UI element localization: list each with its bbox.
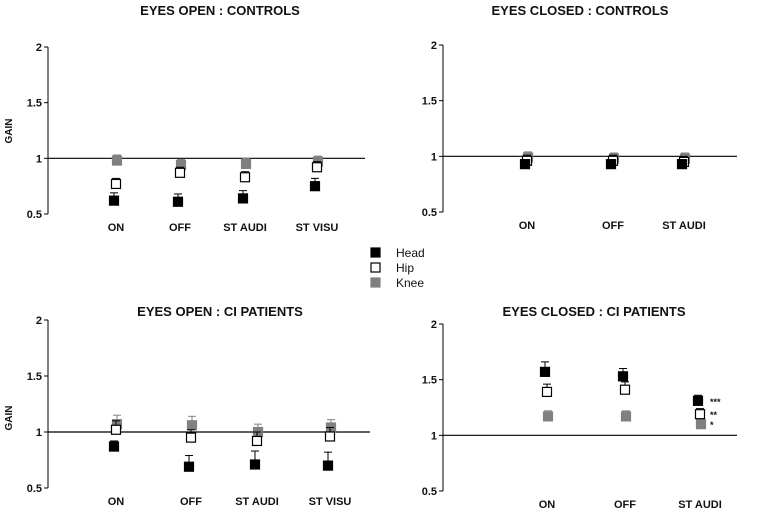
y-tick-label: 1.5	[422, 96, 437, 108]
data-point-head	[692, 395, 704, 406]
x-category-label: ON	[519, 220, 536, 232]
x-category-label: ST AUDI	[662, 220, 706, 232]
data-point-head	[108, 195, 120, 206]
data-point-head	[108, 441, 120, 452]
data-point-hip	[251, 435, 263, 447]
data-point-hip	[110, 178, 122, 190]
data-point-head	[322, 460, 334, 471]
y-tick-label: 1	[36, 427, 42, 439]
y-tick-label: 0.5	[27, 483, 42, 495]
data-point-head	[676, 159, 688, 170]
significance-label: **	[710, 410, 718, 420]
y-tick-label: 2	[36, 315, 42, 327]
data-point-head	[183, 461, 195, 472]
y-tick-label: 0.5	[422, 207, 437, 219]
data-point-hip	[174, 167, 186, 178]
y-tick-label: 2	[36, 42, 42, 54]
x-category-label: ST AUDI	[678, 499, 722, 511]
chart-panel-1: EYES OPEN : CONTROLS 2 1.5 1 0.5 GAIN ON OFF ST …	[4, 3, 365, 234]
data-point-hip	[324, 431, 336, 442]
data-point-knee	[240, 158, 252, 169]
data-point-head	[519, 159, 531, 170]
legend-label-head: Head	[396, 246, 425, 260]
y-axis-label: GAIN	[4, 406, 15, 431]
chart-panel-2: EYES CLOSED : CONTROLS 2 1.5 1 0.5 ON OFF ST AU…	[422, 3, 737, 232]
data-point-head	[605, 159, 617, 170]
legend-swatch-hip	[370, 262, 381, 273]
legend-swatch-head	[370, 247, 381, 258]
data-point-head	[539, 366, 551, 377]
data-point-hip	[110, 424, 122, 435]
data-point-hip	[541, 386, 553, 398]
data-point-hip	[185, 432, 197, 443]
y-tick-label: 1	[36, 153, 42, 165]
legend-label-knee: Knee	[396, 276, 424, 290]
data-point-hip	[239, 172, 251, 183]
data-point-head	[617, 371, 629, 382]
data-point-head	[172, 196, 184, 207]
data-point-hip	[694, 409, 706, 420]
x-category-label: ST VISU	[309, 496, 352, 508]
chart-panel-3: EYES OPEN : CI PATIENTS 2 1.5 1 0.5 GAIN ON OFF…	[4, 304, 370, 508]
legend-swatch-knee	[370, 277, 381, 288]
data-point-hip	[311, 162, 323, 173]
x-category-label: ST VISU	[296, 222, 339, 234]
x-category-label: ST AUDI	[235, 496, 279, 508]
y-tick-label: 1	[431, 430, 437, 442]
y-tick-label: 2	[431, 40, 437, 52]
data-point-knee	[620, 411, 632, 422]
chart-title: EYES OPEN : CONTROLS	[140, 3, 300, 18]
x-category-label: OFF	[614, 499, 636, 511]
y-tick-label: 1.5	[422, 375, 437, 387]
data-point-head	[237, 193, 249, 204]
chart-title: EYES CLOSED : CI PATIENTS	[503, 304, 686, 319]
y-tick-label: 0.5	[422, 486, 437, 498]
chart-panel-4: EYES CLOSED : CI PATIENTS 2 1.5 1 0.5 ON OFF ST…	[422, 304, 737, 511]
data-point-knee	[186, 420, 198, 431]
chart-title: EYES OPEN : CI PATIENTS	[137, 304, 303, 319]
y-tick-label: 1.5	[27, 371, 42, 383]
x-category-label: OFF	[169, 222, 191, 234]
legend-label-hip: Hip	[396, 261, 414, 275]
x-category-label: ST AUDI	[223, 222, 267, 234]
panels: EYES OPEN : CONTROLS 2 1.5 1 0.5 GAIN ON OFF ST …	[4, 3, 737, 511]
significance-label: *	[710, 420, 714, 430]
data-point-head	[249, 459, 261, 470]
y-tick-label: 1.5	[27, 98, 42, 110]
x-category-label: OFF	[180, 496, 202, 508]
x-category-label: ON	[539, 499, 556, 511]
data-point-knee	[542, 411, 554, 422]
data-point-hip	[619, 384, 631, 395]
y-axis-label: GAIN	[4, 119, 15, 144]
data-point-knee	[111, 155, 123, 166]
data-point-head	[309, 181, 321, 192]
x-category-label: ON	[108, 496, 125, 508]
x-category-label: OFF	[602, 220, 624, 232]
y-tick-label: 1	[431, 151, 437, 163]
y-tick-label: 2	[431, 319, 437, 331]
y-tick-label: 0.5	[27, 209, 42, 221]
chart-title: EYES CLOSED : CONTROLS	[492, 3, 669, 18]
significance-label: ***	[710, 397, 721, 407]
x-category-label: ON	[108, 222, 125, 234]
data-point-knee	[695, 419, 707, 430]
